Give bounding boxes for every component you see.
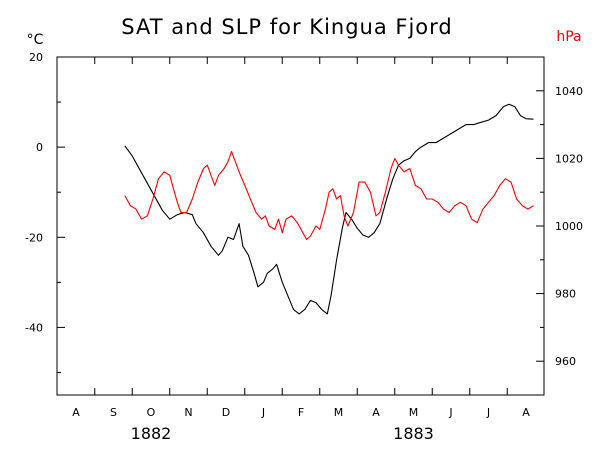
left-axis-tick-label: 20: [29, 51, 43, 64]
chart-title: SAT and SLP for Kingua Fjord: [121, 15, 453, 39]
right-axis-tick-label: 960: [555, 355, 576, 368]
axes: 20 0 -20 -40 1040 1020 1000 980 960 A S O N D J F M A M J J A…: [25, 51, 583, 443]
slp-series-line: [124, 151, 534, 241]
x-axis-month-label: M: [334, 406, 344, 419]
x-axis-year-label: 1883: [393, 424, 434, 443]
left-axis-tick-label: 0: [36, 141, 43, 154]
x-axis-month-label: A: [522, 406, 530, 419]
x-axis-month-label: D: [222, 406, 230, 419]
x-axis-month-label: N: [184, 406, 192, 419]
left-axis-unit: °C: [27, 32, 44, 48]
x-axis-month-label: S: [110, 406, 117, 419]
x-axis-month-label: M: [409, 406, 419, 419]
right-axis-unit: hPa: [556, 29, 581, 45]
left-axis-tick-label: -40: [25, 321, 43, 334]
sat-series-line: [124, 103, 534, 315]
right-axis-tick-label: 1040: [555, 85, 583, 98]
x-axis-month-label: J: [448, 406, 452, 419]
x-axis-month-label: J: [486, 406, 490, 419]
right-axis-tick-label: 1000: [555, 220, 583, 233]
x-axis-month-label: A: [372, 406, 380, 419]
right-axis-tick-label: 980: [555, 288, 576, 301]
x-axis-month-label: J: [261, 406, 265, 419]
x-axis-month-label: O: [147, 406, 156, 419]
x-axis-year-label: 1882: [131, 424, 172, 443]
x-axis-month-label: A: [72, 406, 80, 419]
left-axis-tick-label: -20: [25, 231, 43, 244]
x-axis-month-label: F: [298, 406, 304, 419]
series-lines: [124, 103, 534, 315]
right-axis-tick-label: 1020: [555, 152, 583, 165]
plot-frame: [56, 56, 545, 396]
